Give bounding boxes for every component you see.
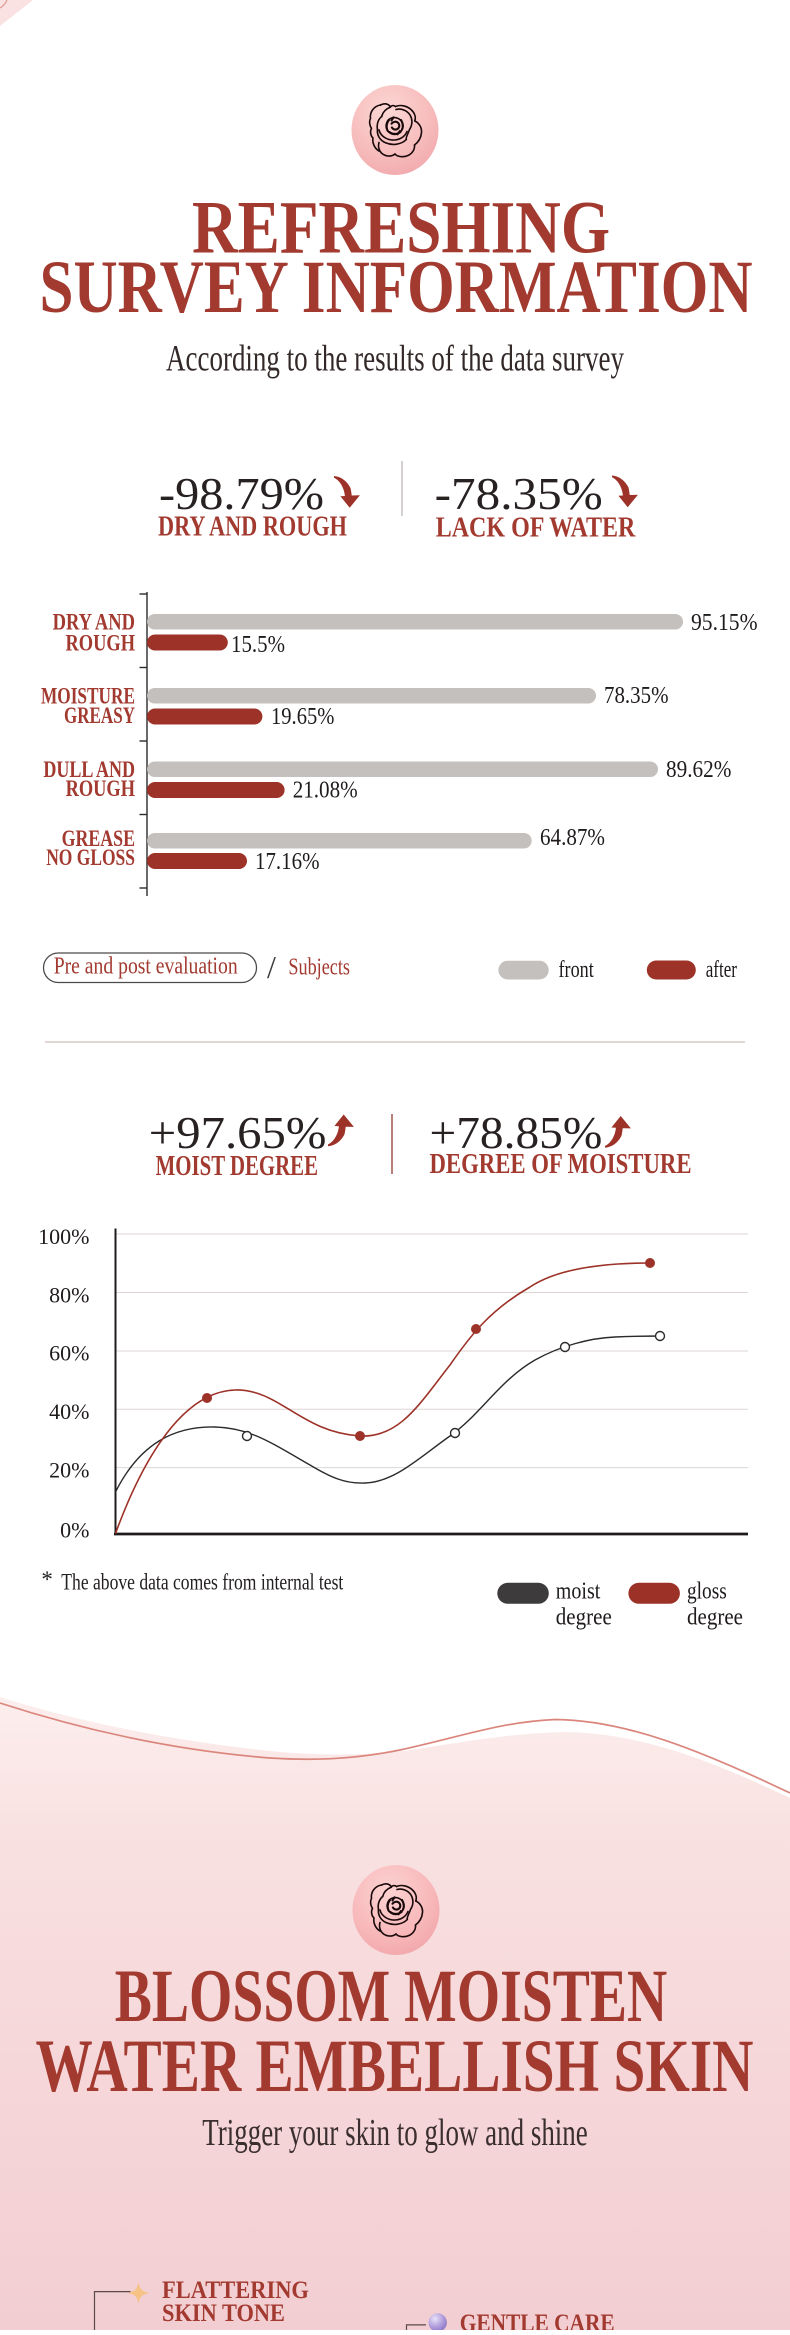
svg-text:+97.65%: +97.65% [149,1108,327,1158]
svg-text:-78.35%: -78.35% [435,469,603,519]
svg-text:gloss: gloss [687,1579,727,1605]
svg-text:60%: 60% [49,1341,89,1366]
svg-text:GREASY: GREASY [64,703,135,728]
svg-text:SKIN TONE: SKIN TONE [162,2300,285,2327]
svg-text:Subjects: Subjects [288,955,350,981]
svg-text:DULL AND: DULL AND [43,757,135,782]
svg-text:degree: degree [556,1605,612,1631]
svg-text:MOISTURE: MOISTURE [41,684,135,709]
svg-text:GREASE: GREASE [62,826,135,851]
svg-text:Pre and post evaluation: Pre and post evaluation [54,953,238,979]
svg-text:SURVEY INFORMATION: SURVEY INFORMATION [40,246,753,329]
svg-text:front: front [559,957,595,983]
svg-text:19.65%: 19.65% [271,704,334,730]
svg-text:GENTLE CARE: GENTLE CARE [460,2310,615,2330]
svg-text:40%: 40% [49,1399,89,1424]
svg-text:100%: 100% [38,1224,89,1249]
svg-text:20%: 20% [49,1457,89,1482]
svg-text:NO GLOSS: NO GLOSS [46,845,135,870]
svg-text:+78.85%: +78.85% [430,1108,603,1158]
svg-text:REFRESHING: REFRESHING [192,187,610,270]
svg-text:According to the results of th: According to the results of the data sur… [166,339,624,380]
svg-text:ROUGH: ROUGH [66,776,135,801]
svg-text:80%: 80% [49,1282,89,1307]
svg-text:DEGREE OF MOISTURE: DEGREE OF MOISTURE [430,1148,692,1180]
svg-text:moist: moist [556,1579,601,1605]
svg-text:MOIST DEGREE: MOIST DEGREE [156,1150,318,1182]
svg-text:/: / [267,949,276,985]
svg-text:BLOSSOM MOISTEN: BLOSSOM MOISTEN [115,1955,668,2038]
svg-text:64.87%: 64.87% [540,825,605,851]
svg-text:78.35%: 78.35% [604,683,669,709]
svg-text:WATER EMBELLISH SKIN: WATER EMBELLISH SKIN [36,2025,754,2108]
svg-text:LACK OF WATER: LACK OF WATER [436,512,637,544]
svg-text:17.16%: 17.16% [255,849,320,875]
svg-text:FLATTERING: FLATTERING [162,2277,309,2304]
svg-text:after: after [706,957,737,983]
svg-text:*: * [41,1567,53,1592]
svg-text:degree: degree [687,1605,743,1631]
svg-text:Trigger your skin to glow and: Trigger your skin to glow and shine [202,2112,588,2154]
svg-text:-98.79%: -98.79% [159,469,324,519]
svg-text:0%: 0% [60,1518,89,1543]
svg-text:95.15%: 95.15% [691,610,758,636]
svg-text:DRY AND ROUGH: DRY AND ROUGH [158,511,347,543]
svg-text:89.62%: 89.62% [666,757,731,783]
svg-text:15.5%: 15.5% [231,632,285,658]
svg-text:ROUGH: ROUGH [66,631,136,656]
svg-text:The above data comes from inte: The above data comes from internal test [61,1570,343,1596]
svg-text:DRY AND: DRY AND [53,610,135,635]
svg-text:21.08%: 21.08% [293,778,358,804]
